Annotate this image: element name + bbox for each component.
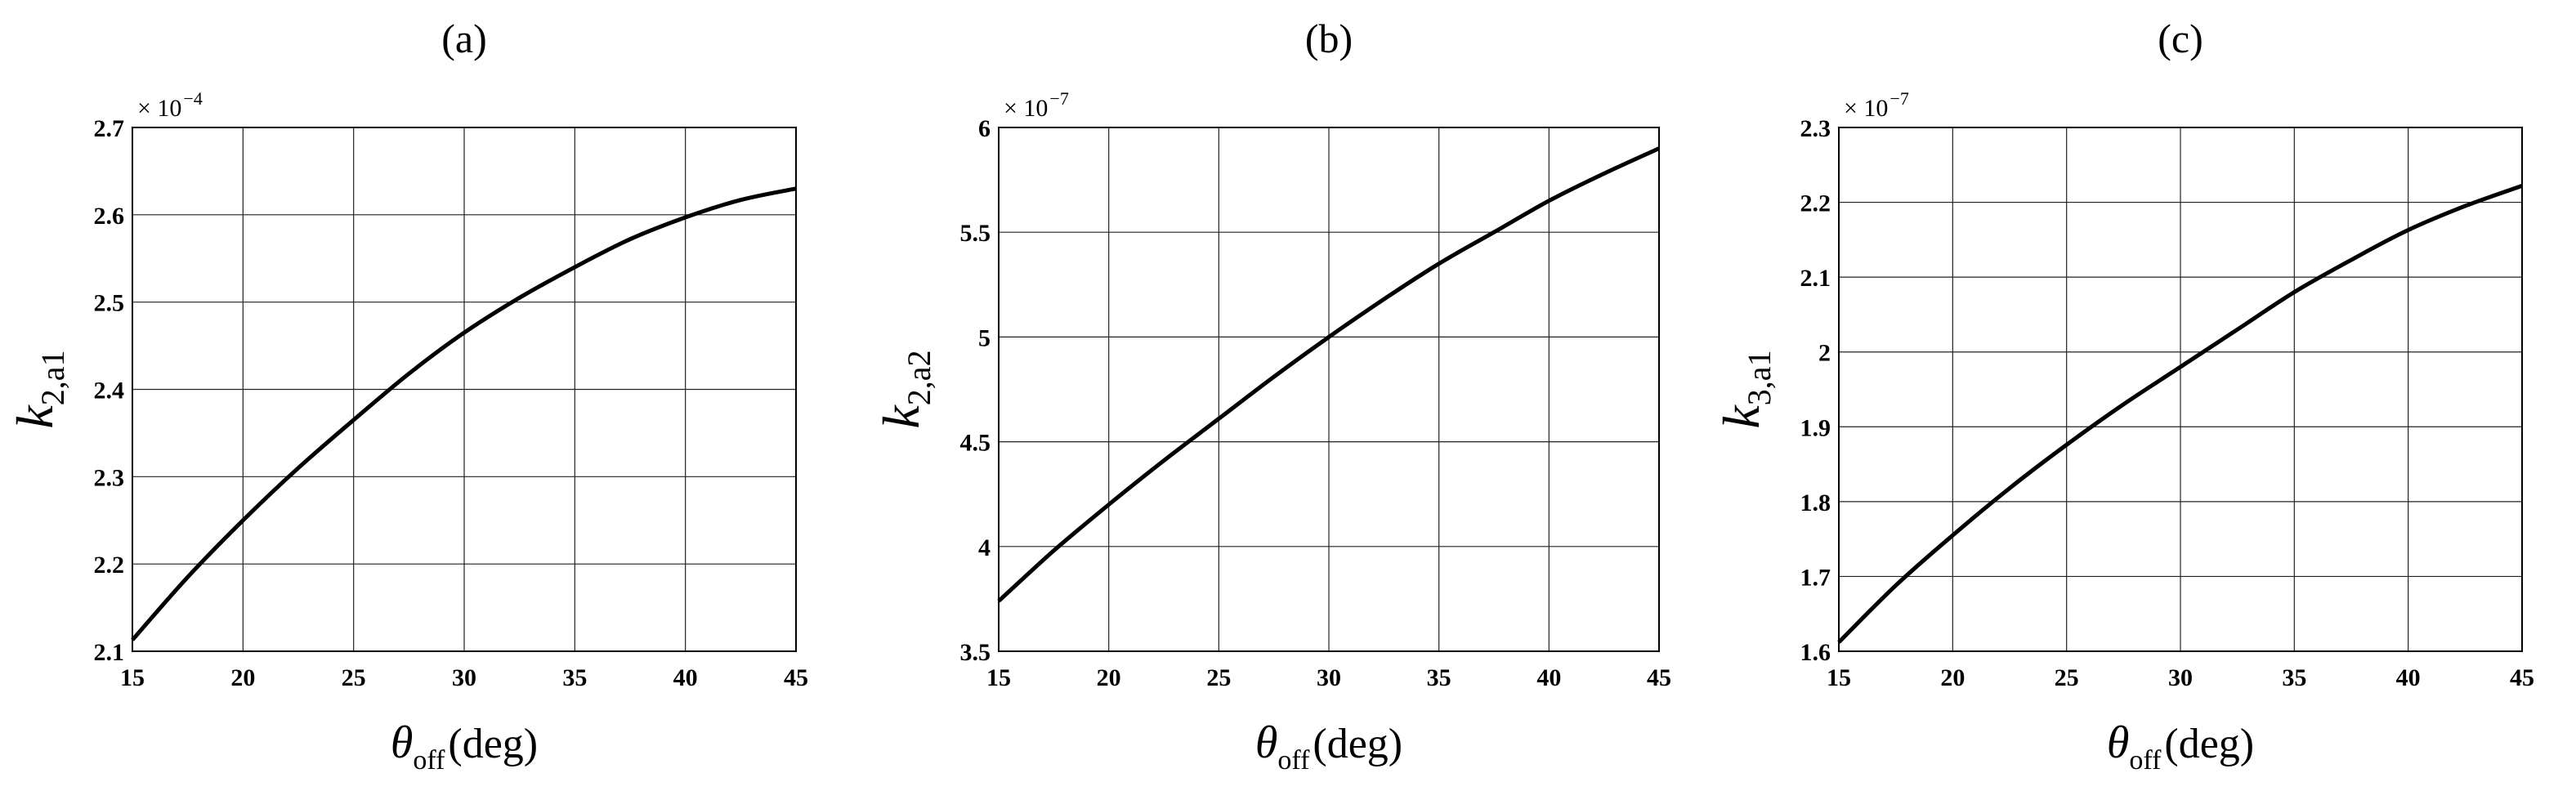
y-axis-label-symbol: k [872, 404, 930, 429]
x-tick-label: 15 [1827, 664, 1851, 691]
panel-label: (a) [441, 16, 487, 61]
x-tick-label: 20 [1940, 664, 1965, 691]
y-tick-label: 2.1 [94, 639, 125, 666]
y-multiplier-label: × 10−7 [1004, 88, 1069, 122]
chart-panel-1: 15 20 25 30 35 40 45 2.1 2.2 2.3 2.4 2.5 2.6 2.7 × 10−… [6, 16, 808, 775]
x-axis-label: θoff(deg) [391, 717, 538, 775]
multiplier-exponent: −4 [183, 88, 202, 109]
series-line-1 [131, 186, 797, 641]
multiplier-base: × 10 [1844, 95, 1888, 122]
y-tick-label: 5.5 [960, 220, 991, 247]
x-axis-label: θoff(deg) [2107, 717, 2254, 775]
y-tick-label: 2.3 [94, 464, 125, 491]
x-tick-label: 35 [2282, 664, 2306, 691]
y-tick-label: 2.2 [94, 552, 125, 579]
x-axis-label-symbol: θ [1255, 717, 1278, 768]
y-tick-label: 3.5 [960, 639, 991, 666]
x-tick-label: 15 [986, 664, 1011, 691]
plot-frame [132, 127, 797, 652]
y-multiplier-label: × 10−4 [137, 88, 203, 122]
x-tick-label: 45 [2510, 664, 2534, 691]
y-tick-label: 2.2 [1800, 190, 1831, 217]
y-tick-label: 6 [978, 115, 991, 142]
x-axis-label-subscript: off [2129, 745, 2162, 775]
x-tick-label: 40 [673, 664, 698, 691]
y-tick-label: 1.8 [1800, 489, 1831, 516]
series-line-1 [1837, 184, 2523, 644]
y-tick-label: 2.4 [94, 378, 125, 404]
series-line-1 [997, 146, 1661, 603]
y-tick-label: 4.5 [960, 430, 991, 457]
plot-frame [998, 127, 1660, 652]
y-tick-label: 2.5 [94, 290, 125, 317]
multiplier-base: × 10 [1004, 95, 1048, 122]
x-tick-label: 35 [1427, 664, 1451, 691]
y-tick-label: 2.3 [1800, 115, 1831, 142]
y-tick-label: 2.7 [94, 115, 125, 142]
y-axis-label: k2,a1 [6, 350, 71, 428]
x-tick-label: 45 [784, 664, 808, 691]
x-axis-label-symbol: θ [391, 717, 414, 768]
y-axis-label: k2,a2 [872, 350, 937, 428]
multiplier-exponent: −7 [1049, 88, 1068, 109]
panel-label: (b) [1305, 16, 1353, 61]
y-tick-label: 1.9 [1800, 414, 1831, 441]
x-tick-label: 40 [1536, 664, 1561, 691]
y-axis-label-symbol: k [1712, 404, 1770, 429]
chart-panel-3: 15 20 25 30 35 40 45 1.6 1.7 1.8 1.9 2 2.1 2.2 2.3 × 10… [1712, 16, 2534, 775]
y-axis-label-symbol: k [6, 404, 64, 429]
y-axis-label-subscript: 2,a2 [901, 350, 937, 405]
x-tick-label: 40 [2396, 664, 2421, 691]
multiplier-base: × 10 [137, 95, 181, 122]
x-tick-label: 20 [1097, 664, 1121, 691]
x-tick-label: 25 [2055, 664, 2079, 691]
x-tick-label: 45 [1647, 664, 1671, 691]
y-multiplier-label: × 10−7 [1844, 88, 1909, 122]
x-tick-label: 25 [1206, 664, 1231, 691]
x-axis-label-subscript: off [413, 745, 445, 775]
y-tick-label: 1.7 [1800, 564, 1831, 591]
y-axis-label-subscript: 3,a1 [1741, 350, 1778, 405]
y-tick-label: 2.1 [1800, 265, 1831, 292]
panel-label: (c) [2158, 16, 2203, 61]
y-tick-label: 4 [978, 534, 991, 561]
x-tick-label: 30 [2168, 664, 2193, 691]
y-axis-label: k3,a1 [1712, 350, 1778, 428]
x-tick-label: 30 [1317, 664, 1341, 691]
x-tick-label: 25 [342, 664, 366, 691]
y-tick-label: 5 [978, 324, 991, 351]
x-axis-label: θoff(deg) [1255, 717, 1402, 775]
x-axis-label-unit: (deg) [1313, 721, 1402, 767]
y-axis-label-subscript: 2,a1 [34, 350, 71, 405]
x-tick-label: 15 [120, 664, 145, 691]
y-tick-label: 2.6 [94, 203, 125, 230]
x-axis-label-subscript: off [1277, 745, 1310, 775]
x-tick-label: 20 [230, 664, 255, 691]
x-axis-label-unit: (deg) [2164, 721, 2254, 767]
y-tick-label: 1.6 [1800, 639, 1831, 666]
plot-frame [1838, 127, 2523, 652]
x-tick-label: 30 [452, 664, 476, 691]
multiplier-exponent: −7 [1890, 88, 1908, 109]
x-axis-label-unit: (deg) [448, 721, 538, 767]
x-tick-label: 35 [562, 664, 587, 691]
chart-panel-2: 15 20 25 30 35 40 45 3.5 4 4.5 5 5.5 6 × 10−7 (b) k2,a2… [872, 16, 1671, 775]
x-axis-label-symbol: θ [2107, 717, 2130, 768]
y-tick-label: 2 [1818, 340, 1831, 367]
